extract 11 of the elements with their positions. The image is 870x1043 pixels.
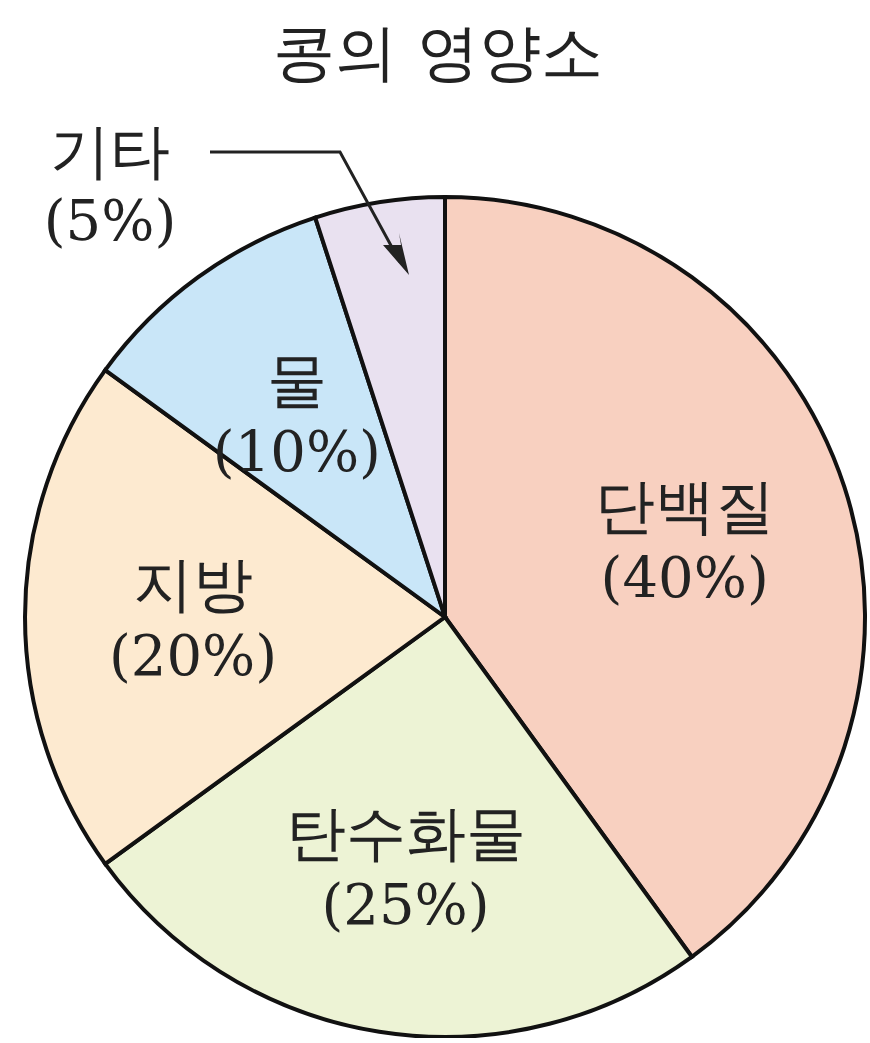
data-label: (40%) [600,545,769,611]
data-label: (10%) [212,419,381,485]
slice-label: 단백질 [594,471,775,542]
data-label: (25%) [321,871,490,937]
slice-label: 기타 [50,116,170,186]
chart-title: 콩의 영양소 [272,15,604,91]
data-label: (20%) [108,623,278,688]
slice-label: 탄수화물 [285,797,526,868]
data-label: (5%) [43,188,177,253]
slice-label: 지방 [133,549,253,619]
slice-label: 물 [266,345,327,416]
